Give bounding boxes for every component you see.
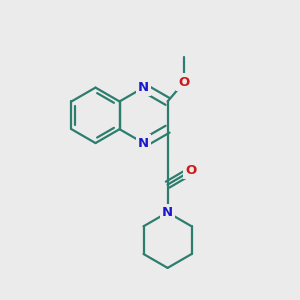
Text: N: N: [162, 206, 173, 219]
Text: O: O: [185, 164, 197, 177]
Text: O: O: [178, 76, 190, 88]
Text: N: N: [138, 136, 149, 150]
Text: N: N: [138, 81, 149, 94]
